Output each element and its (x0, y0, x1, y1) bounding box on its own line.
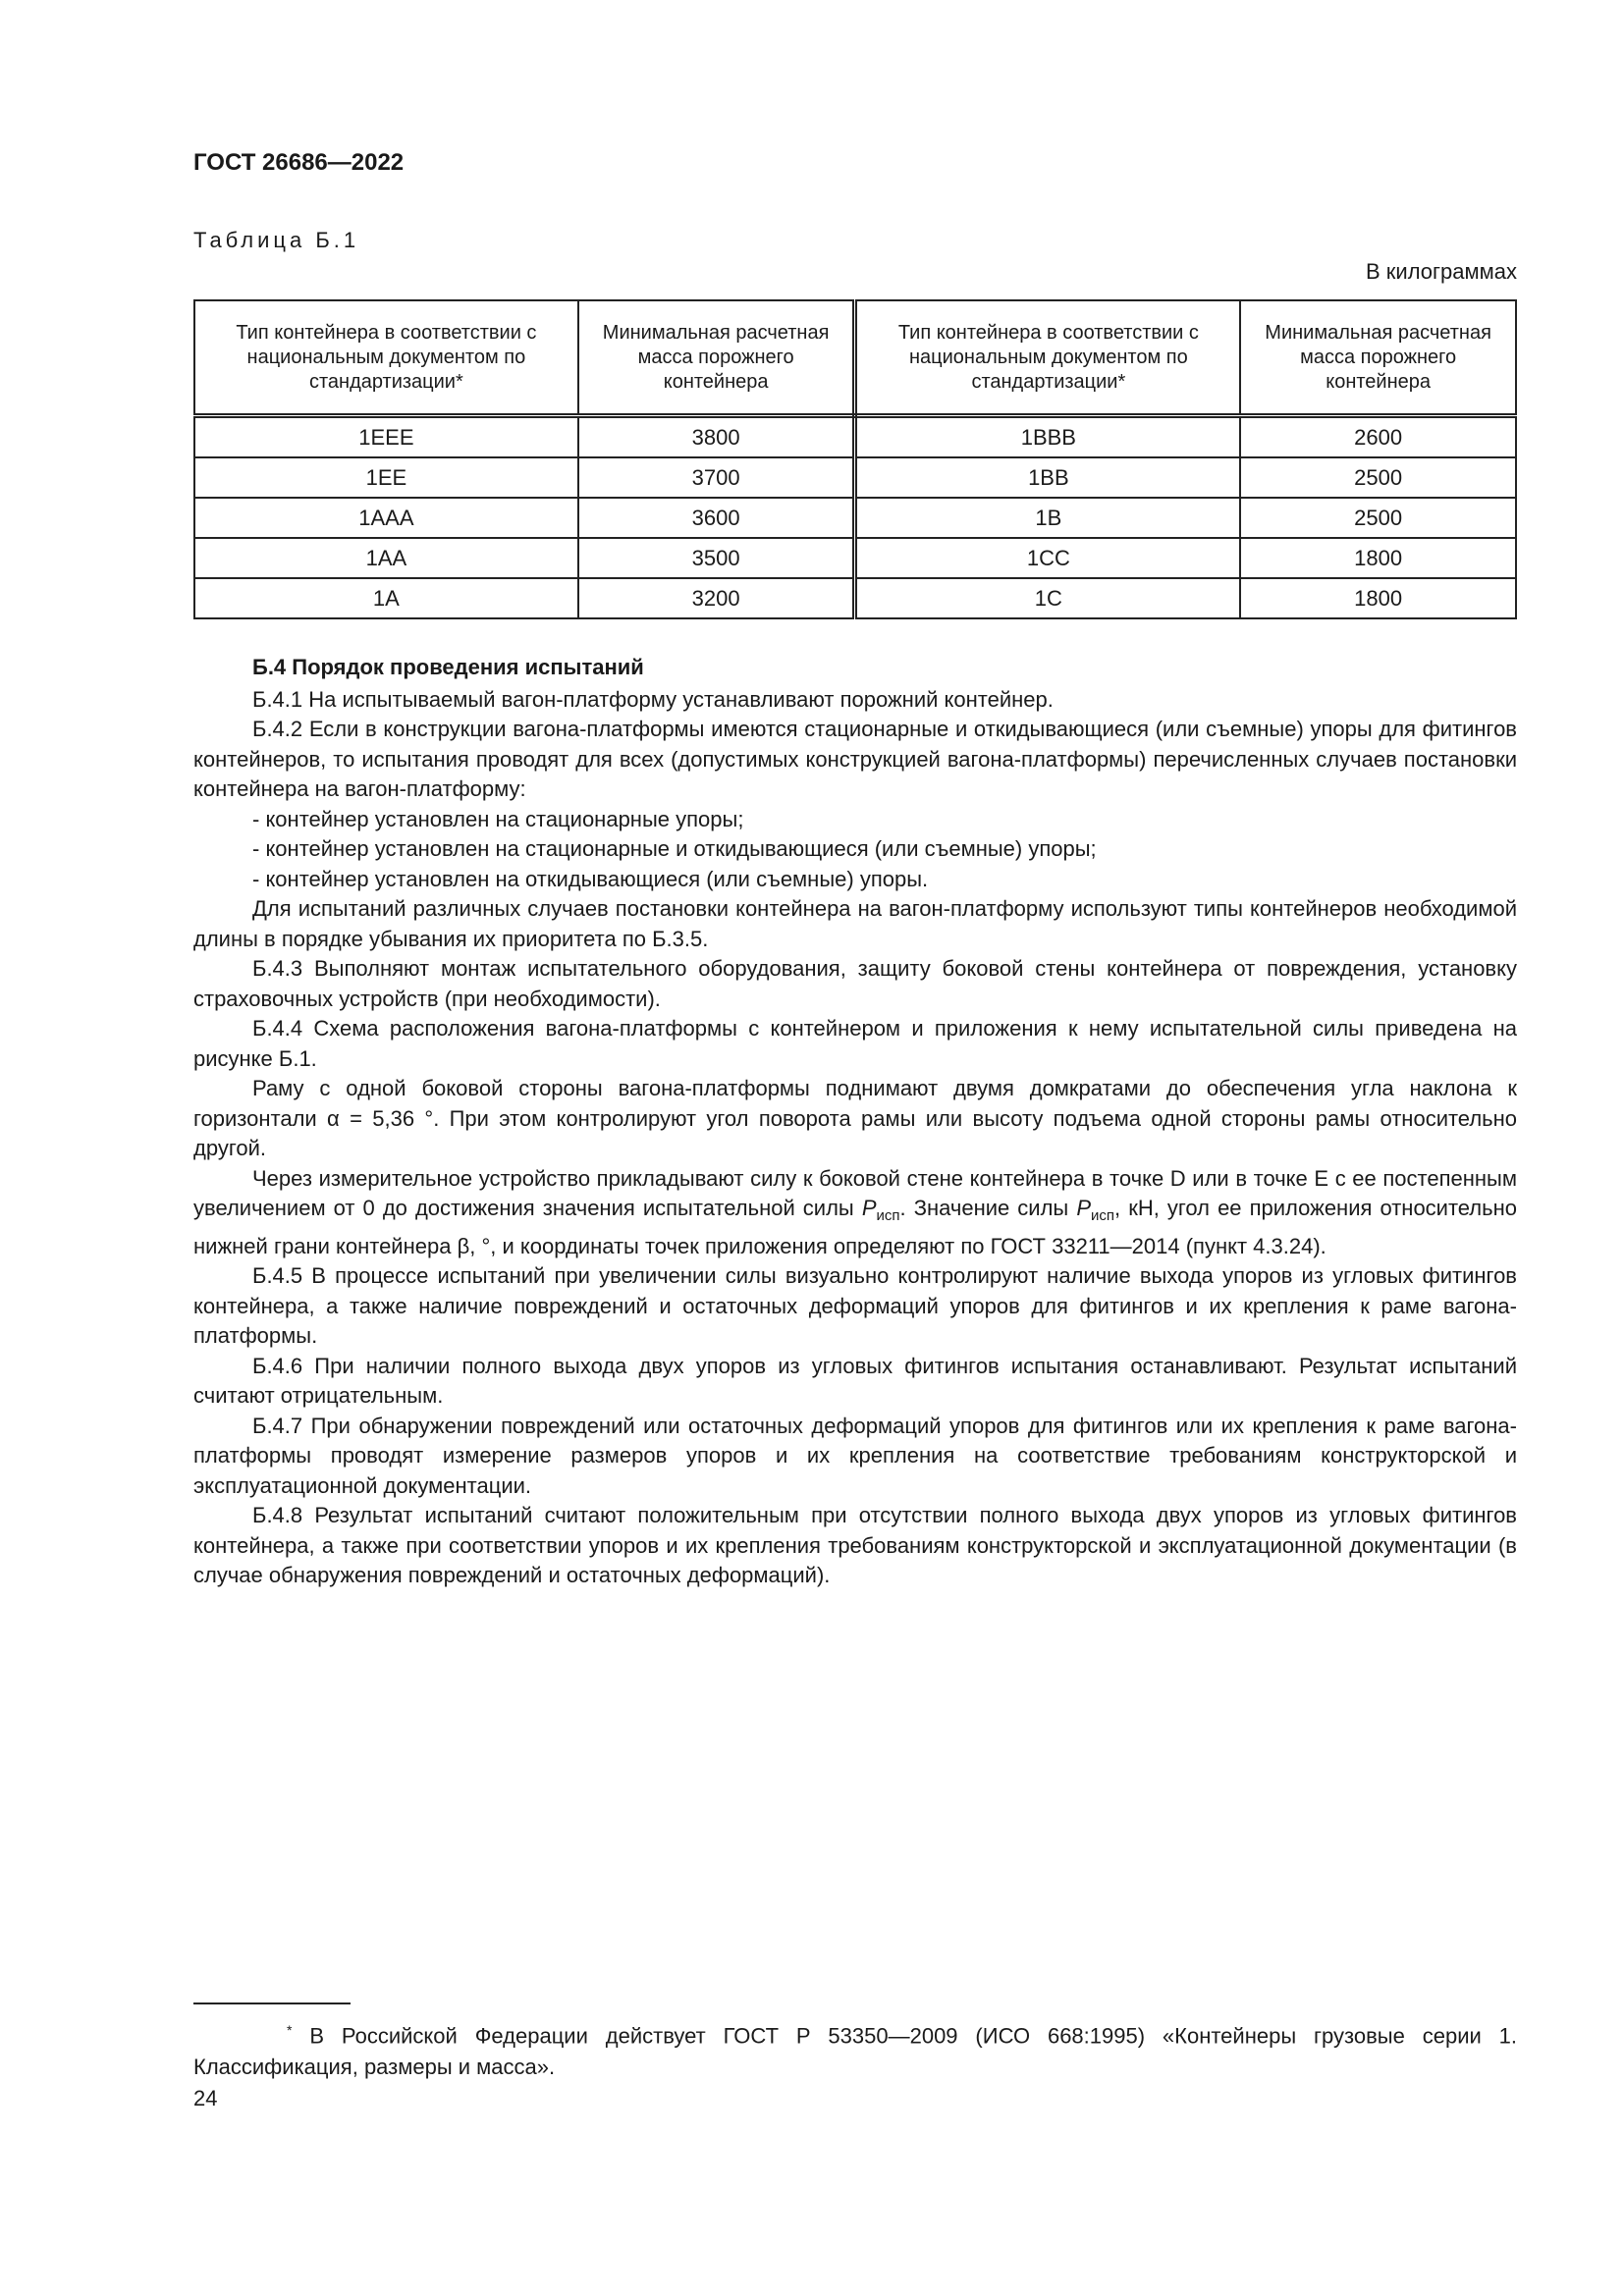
paragraph: Раму с одной боковой стороны вагона-плат… (193, 1076, 1517, 1160)
table-cell: 1B (853, 497, 1242, 539)
table-cell: 1EEE (193, 414, 579, 458)
table-cell: 3800 (576, 414, 858, 458)
table-cell: 1BBB (853, 414, 1242, 458)
table-cell: 1EE (193, 456, 579, 499)
table-cell: 1800 (1239, 537, 1517, 579)
table-row: 1EEE 3800 1BBB 2600 (193, 414, 1517, 458)
table-row: 1AA 3500 1CC 1800 (193, 537, 1517, 579)
text-fragment: , кН, угол ее приложения относительно ни… (193, 1196, 1517, 1258)
table-cell: 2500 (1239, 456, 1517, 499)
table-cell: 1BB (853, 456, 1242, 499)
force-subscript: исп (1091, 1207, 1115, 1224)
table-cell: 2500 (1239, 497, 1517, 539)
footnote: * В Российской Федерации действует ГОСТ … (193, 2014, 1517, 2083)
table-cell: 2600 (1239, 414, 1517, 458)
force-symbol: P (1076, 1196, 1091, 1220)
force-subscript: исп (876, 1207, 900, 1224)
table-cell: 3200 (576, 577, 858, 619)
table-cell: 1800 (1239, 577, 1517, 619)
document-header: ГОСТ 26686—2022 (193, 149, 405, 176)
footnote-text: В Российской Федерации действует ГОСТ Р … (193, 2023, 1517, 2080)
header-cell: Тип контейнера в соответствии с национал… (193, 299, 579, 418)
table-header-row: Тип контейнера в соответствии с национал… (193, 299, 1517, 418)
section-title: Б.4 Порядок проведения испытаний (252, 655, 644, 679)
table-cell: 3700 (576, 456, 858, 499)
paragraph: Б.4.6 При наличии полного выхода двух уп… (193, 1353, 1517, 1409)
table-cell: 1C (853, 577, 1242, 619)
force-symbol: P (861, 1196, 877, 1220)
container-mass-table: Тип контейнера в соответствии с национал… (193, 299, 1517, 619)
table-caption: Таблица Б.1 (193, 228, 360, 252)
section-body: Б.4 Порядок проведения испытаний Б.4.1 Н… (193, 653, 1517, 1591)
list-item: - контейнер установлен на стационарные у… (252, 806, 744, 831)
table-units: В килограммах (1366, 259, 1517, 284)
page-number: 24 (193, 2086, 218, 2110)
header-cell: Тип контейнера в соответствии с национал… (853, 299, 1242, 418)
table-row: 1EE 3700 1BB 2500 (193, 456, 1517, 499)
paragraph: Б.4.5 В процессе испытаний при увеличени… (193, 1263, 1517, 1348)
paragraph: Б.4.2 Если в конструкции вагона-платформ… (193, 717, 1517, 801)
text-fragment: Через измерительное устройство прикладыв… (193, 1165, 1517, 1221)
table-row: 1AAA 3600 1B 2500 (193, 497, 1517, 539)
paragraph: Для испытаний различных случаев постанов… (193, 896, 1517, 951)
force-paragraph: Через измерительное устройство прикладыв… (193, 1164, 1517, 1262)
table-cell: 1A (193, 577, 579, 619)
paragraph: Б.4.8 Результат испытаний считают положи… (193, 1503, 1517, 1587)
table-cell: 3600 (576, 497, 858, 539)
list-item: - контейнер установлен на откидывающиеся… (252, 866, 929, 891)
paragraph: Б.4.7 При обнаружении повреждений или ос… (193, 1413, 1517, 1498)
table-cell: 1CC (853, 537, 1242, 579)
table-cell: 3500 (576, 537, 858, 579)
table-cell: 1AA (193, 537, 579, 579)
header-cell: Минимальная расчетная масса порожнего ко… (576, 299, 858, 418)
paragraph: Б.4.4 Схема расположения вагона-платформ… (193, 1016, 1517, 1071)
header-cell: Минимальная расчетная масса порожнего ко… (1239, 299, 1517, 418)
footnote-divider (193, 2002, 351, 2004)
paragraph: Б.4.3 Выполняют монтаж испытательного об… (193, 956, 1517, 1011)
list-item: - контейнер установлен на стационарные и… (252, 836, 1097, 861)
footnote-mark: * (287, 2022, 293, 2038)
text-fragment: . Значение силы (899, 1196, 1077, 1220)
table-row: 1A 3200 1C 1800 (193, 577, 1517, 619)
paragraph: Б.4.1 На испытываемый вагон-платформу ус… (252, 686, 1054, 712)
table-cell: 1AAA (193, 497, 579, 539)
